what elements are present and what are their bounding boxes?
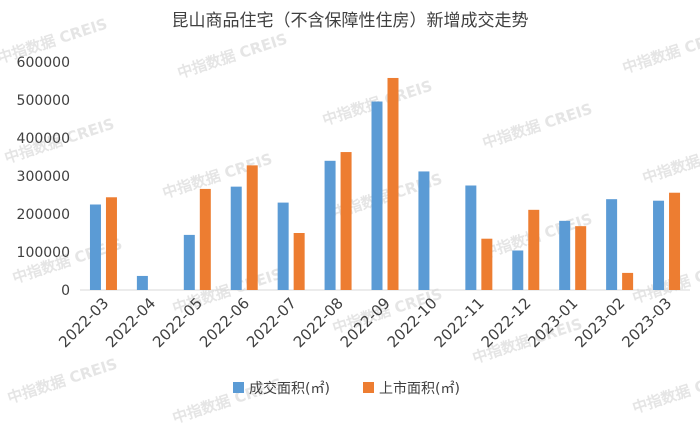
bar-listing	[481, 238, 493, 290]
x-tick-label: 2022-04	[102, 294, 159, 351]
x-tick-label: 2022-03	[55, 294, 112, 351]
bar-listing	[387, 77, 399, 291]
bar-chart: 昆山商品住宅（不含保障性住房）新增成交走势 0 100000 200000 30000…	[17, 11, 690, 397]
bar-listing	[105, 197, 117, 290]
x-tick-label: 2022-10	[384, 294, 441, 351]
y-tick-label: 400000	[17, 131, 70, 147]
x-tick-label: 2023-01	[524, 294, 581, 351]
bar-transaction	[230, 186, 242, 290]
bars	[89, 77, 681, 291]
x-tick-label: 2023-02	[571, 294, 628, 351]
y-tick-label: 500000	[17, 93, 70, 109]
bar-transaction	[89, 204, 101, 290]
bar-listing	[340, 152, 352, 290]
x-axis: 2022-032022-042022-052022-062022-072022-…	[55, 289, 690, 351]
bar-listing	[293, 233, 305, 290]
bar-transaction	[371, 101, 383, 291]
x-tick-label: 2023-03	[618, 294, 675, 351]
legend-label: 上市面积(㎡)	[379, 380, 460, 397]
legend: 成交面积(㎡) 上市面积(㎡)	[233, 380, 460, 397]
bar-listing	[528, 209, 540, 290]
legend-swatch	[363, 382, 374, 393]
bar-transaction	[606, 199, 618, 290]
bar-transaction	[465, 185, 477, 290]
bar-listing	[199, 188, 211, 290]
x-tick-label: 2022-08	[290, 294, 347, 351]
x-tick-label: 2022-07	[243, 294, 300, 351]
bar-transaction	[653, 200, 665, 290]
x-tick-label: 2022-12	[478, 294, 535, 351]
bar-listing	[246, 165, 258, 290]
bar-transaction	[183, 234, 195, 290]
bar-transaction	[136, 275, 148, 290]
x-tick-label: 2022-11	[431, 294, 488, 351]
bar-listing	[575, 226, 587, 290]
x-tick-label: 2022-06	[196, 294, 253, 351]
bar-transaction	[512, 250, 524, 290]
legend-label: 成交面积(㎡)	[249, 380, 330, 397]
y-tick-label: 0	[61, 283, 70, 299]
bar-listing	[622, 272, 634, 290]
bar-transaction	[559, 220, 571, 290]
bar-transaction	[324, 160, 336, 290]
x-tick-label: 2022-09	[337, 294, 394, 351]
chart-title: 昆山商品住宅（不含保障性住房）新增成交走势	[172, 11, 529, 31]
bar-transaction	[277, 202, 289, 290]
legend-swatch	[233, 382, 244, 393]
y-tick-label: 300000	[17, 169, 70, 185]
y-tick-label: 100000	[17, 245, 70, 261]
bar-transaction	[418, 171, 430, 290]
y-tick-label: 600000	[17, 55, 70, 71]
bar-listing	[669, 192, 681, 290]
y-tick-label: 200000	[17, 207, 70, 223]
x-tick-label: 2022-05	[149, 294, 206, 351]
y-axis: 0 100000 200000 300000 400000 500000 600000	[17, 55, 70, 299]
